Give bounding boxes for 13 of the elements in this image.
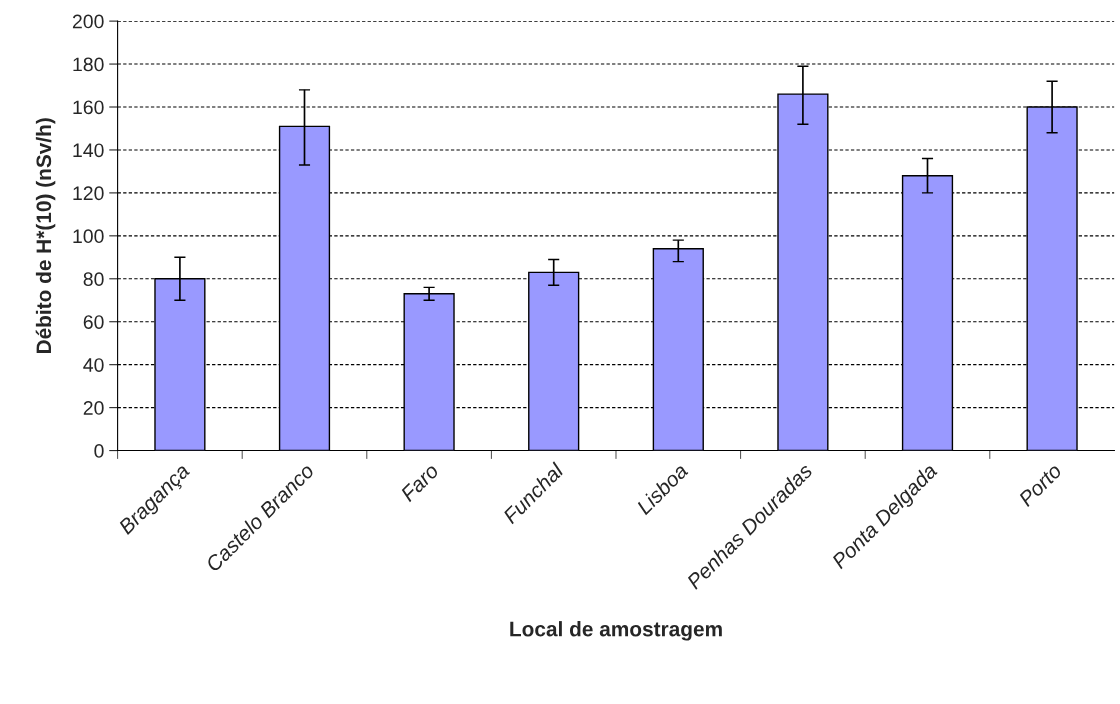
y-tick-label: 40 xyxy=(83,358,104,372)
y-tick-label: 160 xyxy=(73,100,104,115)
y-tick-label: 100 xyxy=(73,229,104,244)
y-tick-label: 200 xyxy=(72,14,104,29)
y-tick-label: 20 xyxy=(83,401,104,415)
x-axis-title: Local de amostragem xyxy=(510,621,722,641)
y-tick-label: 60 xyxy=(83,315,104,329)
y-tick-label: 120 xyxy=(73,186,104,201)
y-tick-label: 0 xyxy=(94,444,104,458)
y-tick-label: 180 xyxy=(73,57,104,72)
y-tick-label: 140 xyxy=(73,143,104,158)
y-axis-title: Débito de H*(10) (nSv/h) xyxy=(35,118,56,354)
y-tick-label: 80 xyxy=(83,272,104,287)
